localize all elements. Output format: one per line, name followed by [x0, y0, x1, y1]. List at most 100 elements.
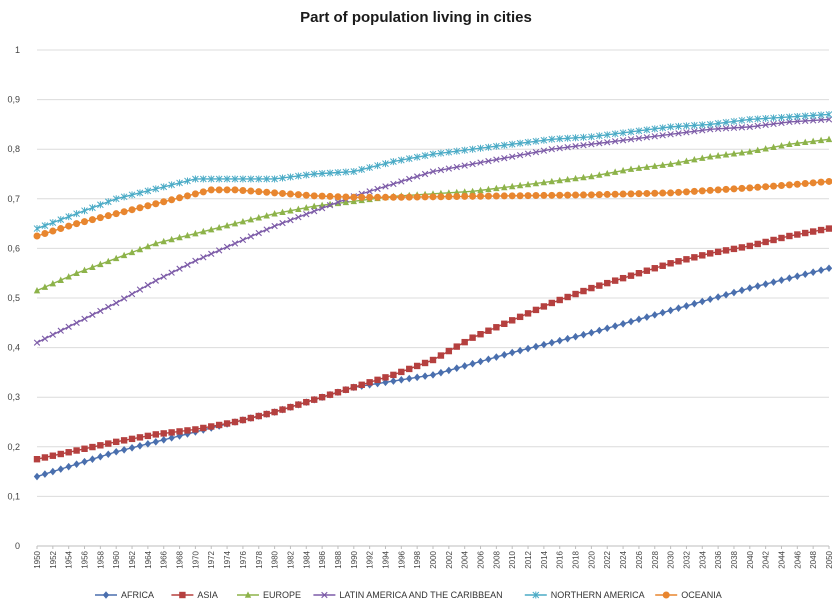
- x-tick-label: 1970: [191, 550, 200, 568]
- data-point-asia: [722, 247, 730, 254]
- data-point-asia: [398, 368, 405, 376]
- x-tick-label: 2002: [445, 550, 454, 568]
- x-tick-label: 1998: [413, 550, 422, 568]
- data-point-africa: [683, 302, 690, 310]
- data-point-northern-america: [350, 168, 358, 176]
- data-point-europe: [208, 225, 215, 233]
- data-point-latin-america-and-the-caribbean: [611, 138, 619, 145]
- data-point-europe: [144, 242, 152, 250]
- data-point-northern-america: [627, 128, 635, 136]
- data-point-europe: [65, 273, 72, 280]
- data-point-europe: [738, 149, 746, 156]
- data-point-latin-america-and-the-caribbean: [223, 243, 231, 251]
- data-point-oceania: [342, 193, 350, 201]
- data-point-oceania: [279, 189, 287, 197]
- data-point-europe: [635, 164, 643, 171]
- data-point-africa: [604, 324, 611, 333]
- data-point-oceania: [453, 193, 461, 201]
- data-point-asia: [57, 450, 64, 458]
- data-point-northern-america: [595, 132, 603, 140]
- data-point-oceania: [223, 186, 231, 194]
- x-tick-label: 1972: [207, 550, 216, 568]
- data-point-oceania: [302, 191, 310, 199]
- data-point-europe: [730, 150, 738, 157]
- data-point-asia: [326, 391, 334, 398]
- data-point-latin-america-and-the-caribbean: [65, 323, 72, 330]
- data-point-asia: [707, 250, 714, 257]
- data-point-oceania: [421, 193, 429, 201]
- data-point-latin-america-and-the-caribbean: [73, 319, 80, 326]
- x-tick-label: 2020: [587, 550, 596, 568]
- data-point-northern-america: [659, 124, 667, 132]
- data-point-northern-america: [49, 219, 57, 227]
- data-point-asia: [469, 334, 476, 341]
- data-point-europe: [714, 152, 722, 159]
- data-point-asia: [65, 449, 72, 456]
- data-point-africa: [738, 286, 746, 295]
- data-point-asia: [413, 362, 421, 370]
- data-point-asia: [176, 428, 183, 435]
- data-point-asia: [675, 258, 682, 265]
- data-point-northern-america: [500, 141, 508, 149]
- data-point-latin-america-and-the-caribbean: [825, 116, 832, 123]
- data-point-northern-america: [714, 119, 722, 127]
- data-point-europe: [643, 163, 651, 170]
- data-point-asia: [699, 252, 706, 259]
- data-point-northern-america: [572, 134, 579, 142]
- legend-label-asia: ASIA: [197, 590, 218, 600]
- data-point-asia: [611, 277, 619, 284]
- data-point-northern-america: [168, 181, 175, 189]
- data-point-northern-america: [453, 147, 461, 155]
- data-point-europe: [271, 210, 278, 217]
- data-point-oceania: [793, 180, 801, 188]
- y-tick-label: 0,1: [7, 491, 20, 501]
- x-tick-label: 2030: [667, 550, 676, 568]
- data-point-asia: [168, 429, 175, 436]
- data-point-europe: [580, 173, 587, 181]
- data-point-africa: [485, 355, 492, 364]
- data-point-latin-america-and-the-caribbean: [41, 335, 49, 342]
- data-point-africa: [461, 362, 468, 370]
- data-point-europe: [699, 154, 706, 161]
- data-point-asia: [215, 421, 223, 429]
- data-point-northern-america: [295, 172, 302, 180]
- x-tick-label: 2024: [619, 550, 628, 568]
- x-tick-label: 2036: [714, 550, 723, 568]
- x-tick-label: 1976: [239, 550, 248, 568]
- data-point-latin-america-and-the-caribbean: [572, 143, 579, 150]
- data-point-asia: [651, 265, 658, 272]
- data-point-asia: [271, 408, 278, 416]
- data-point-northern-america: [128, 191, 136, 199]
- data-point-latin-america-and-the-caribbean: [255, 229, 262, 237]
- data-point-africa: [707, 295, 714, 304]
- x-tick-label: 2018: [572, 550, 581, 568]
- data-point-asia: [683, 256, 690, 263]
- legend-marker-europe: [244, 591, 252, 598]
- data-point-africa: [493, 353, 500, 361]
- data-point-europe: [627, 165, 635, 172]
- data-point-latin-america-and-the-caribbean: [683, 129, 690, 136]
- data-point-asia: [667, 260, 674, 267]
- y-tick-label: 0,7: [7, 194, 20, 204]
- data-point-asia: [437, 352, 445, 359]
- data-point-northern-america: [192, 175, 199, 183]
- legend-marker-northern-america: [532, 591, 540, 599]
- data-point-asia: [509, 317, 516, 324]
- data-point-northern-america: [397, 156, 405, 164]
- data-point-northern-america: [643, 126, 651, 134]
- data-point-europe: [556, 176, 563, 184]
- data-point-latin-america-and-the-caribbean: [271, 222, 278, 230]
- data-point-northern-america: [342, 168, 350, 176]
- data-point-europe: [311, 202, 318, 210]
- data-point-oceania: [611, 190, 619, 198]
- data-point-northern-america: [41, 222, 49, 230]
- data-point-asia: [540, 303, 548, 310]
- data-point-europe: [667, 160, 674, 167]
- data-point-europe: [722, 151, 730, 158]
- data-point-latin-america-and-the-caribbean: [445, 165, 453, 172]
- data-point-asia: [113, 438, 120, 446]
- data-point-oceania: [176, 194, 184, 202]
- data-point-africa: [699, 297, 706, 306]
- data-point-africa: [168, 434, 175, 442]
- data-point-latin-america-and-the-caribbean: [493, 156, 500, 163]
